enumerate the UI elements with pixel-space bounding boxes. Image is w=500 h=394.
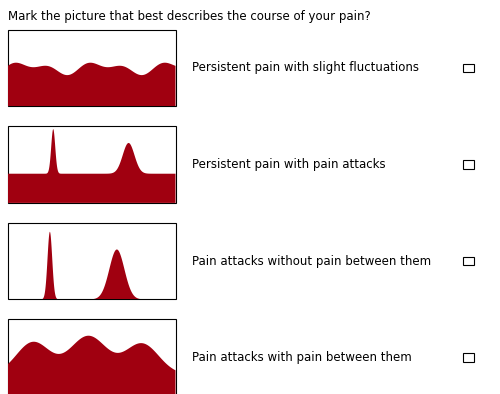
Bar	[462, 257, 473, 266]
Bar	[8, 319, 175, 394]
Text: Persistent pain with slight fluctuations: Persistent pain with slight fluctuations	[192, 61, 420, 74]
Polygon shape	[8, 63, 175, 106]
Polygon shape	[8, 232, 175, 299]
Polygon shape	[8, 129, 175, 203]
Bar	[8, 223, 175, 299]
Bar	[462, 353, 473, 362]
Polygon shape	[8, 336, 175, 394]
Bar	[8, 126, 175, 203]
Bar	[8, 30, 175, 106]
Text: Pain attacks without pain between them: Pain attacks without pain between them	[192, 255, 432, 268]
Bar	[462, 63, 473, 72]
Text: Mark the picture that best describes the course of your pain?: Mark the picture that best describes the…	[8, 10, 371, 23]
Text: Pain attacks with pain between them: Pain attacks with pain between them	[192, 351, 412, 364]
Text: Persistent pain with pain attacks: Persistent pain with pain attacks	[192, 158, 386, 171]
Bar	[462, 160, 473, 169]
